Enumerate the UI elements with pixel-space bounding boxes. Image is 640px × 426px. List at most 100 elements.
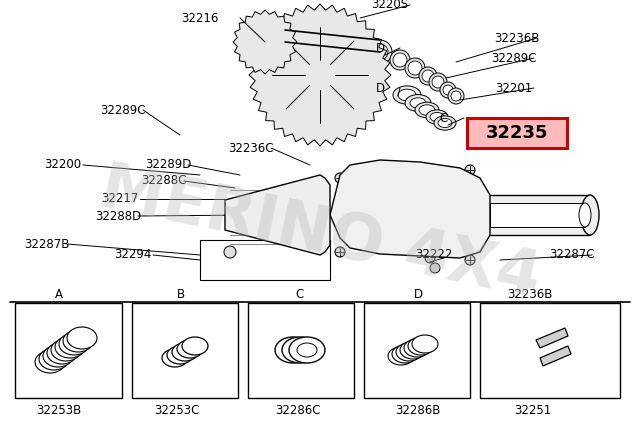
Circle shape (422, 70, 434, 82)
Text: 32288D: 32288D (95, 210, 141, 222)
Circle shape (372, 44, 388, 60)
Text: C: C (440, 112, 448, 124)
Bar (480, 303, 620, 398)
Text: 32222: 32222 (415, 248, 452, 262)
Ellipse shape (177, 340, 203, 358)
Circle shape (432, 76, 444, 88)
Text: D: D (413, 288, 422, 302)
Circle shape (267, 196, 273, 202)
Ellipse shape (47, 342, 77, 364)
Text: 32289C: 32289C (100, 104, 146, 116)
Circle shape (368, 40, 392, 64)
Circle shape (465, 255, 475, 265)
Text: D: D (376, 81, 385, 95)
Ellipse shape (43, 345, 73, 367)
Polygon shape (233, 10, 297, 74)
Ellipse shape (434, 116, 456, 130)
Ellipse shape (415, 102, 439, 118)
Circle shape (405, 58, 425, 78)
Bar (467, 118, 567, 148)
Text: 32200: 32200 (44, 158, 81, 172)
Text: 32236C: 32236C (228, 141, 274, 155)
Ellipse shape (419, 105, 435, 115)
Ellipse shape (39, 348, 69, 370)
Ellipse shape (408, 337, 434, 355)
Bar (248, 303, 354, 398)
Circle shape (305, 60, 335, 90)
Polygon shape (330, 160, 490, 258)
Polygon shape (249, 4, 391, 146)
Ellipse shape (393, 86, 421, 104)
Circle shape (429, 73, 447, 91)
Ellipse shape (63, 330, 93, 352)
Text: 32287C: 32287C (549, 248, 595, 262)
Text: 32294: 32294 (115, 248, 152, 262)
Ellipse shape (297, 343, 317, 357)
Ellipse shape (59, 333, 89, 355)
Ellipse shape (35, 351, 65, 373)
Text: 3220S: 3220S (371, 0, 408, 12)
Ellipse shape (55, 336, 85, 358)
Ellipse shape (67, 327, 97, 349)
Ellipse shape (398, 89, 416, 101)
Bar (132, 303, 238, 398)
Circle shape (393, 53, 407, 67)
Ellipse shape (430, 112, 444, 121)
Ellipse shape (412, 335, 438, 353)
Circle shape (465, 165, 475, 175)
Circle shape (425, 253, 435, 263)
Circle shape (224, 246, 236, 258)
Circle shape (272, 27, 368, 123)
Ellipse shape (405, 95, 431, 112)
Circle shape (253, 210, 263, 220)
Polygon shape (540, 346, 571, 366)
Circle shape (263, 192, 277, 206)
Ellipse shape (283, 343, 303, 357)
Text: 32217: 32217 (101, 193, 139, 205)
Ellipse shape (275, 337, 311, 363)
Bar (15, 303, 122, 398)
Text: 32289D: 32289D (145, 158, 191, 172)
Text: 32287B: 32287B (24, 238, 70, 250)
Circle shape (451, 91, 461, 101)
Text: 32236B: 32236B (494, 32, 540, 44)
Ellipse shape (581, 195, 599, 235)
Text: D: D (376, 41, 385, 55)
Circle shape (335, 247, 345, 257)
Circle shape (448, 88, 464, 104)
Circle shape (335, 173, 345, 183)
Polygon shape (536, 328, 568, 348)
Ellipse shape (404, 339, 430, 357)
Ellipse shape (400, 341, 426, 359)
Circle shape (440, 82, 456, 98)
Bar (480, 195, 590, 235)
Text: 32236B: 32236B (508, 288, 553, 302)
Ellipse shape (282, 337, 318, 363)
Ellipse shape (51, 339, 81, 361)
Ellipse shape (388, 347, 414, 365)
Bar (490, 203, 585, 227)
Bar (200, 240, 330, 280)
Ellipse shape (471, 195, 489, 235)
Circle shape (430, 263, 440, 273)
Ellipse shape (172, 343, 198, 361)
Ellipse shape (182, 337, 208, 355)
Circle shape (408, 61, 422, 75)
Ellipse shape (167, 346, 193, 364)
Text: 32286C: 32286C (275, 403, 321, 417)
Text: 32251: 32251 (515, 403, 552, 417)
Ellipse shape (392, 345, 418, 363)
Text: 32289C: 32289C (492, 52, 537, 64)
Polygon shape (225, 175, 330, 255)
Ellipse shape (410, 98, 426, 108)
Ellipse shape (426, 110, 448, 124)
Text: 32288C: 32288C (141, 175, 187, 187)
Circle shape (390, 50, 410, 70)
Circle shape (443, 85, 453, 95)
Circle shape (258, 35, 272, 49)
Ellipse shape (162, 349, 188, 367)
Ellipse shape (290, 343, 310, 357)
Ellipse shape (579, 203, 591, 227)
Text: A: A (55, 288, 63, 302)
Ellipse shape (289, 337, 325, 363)
